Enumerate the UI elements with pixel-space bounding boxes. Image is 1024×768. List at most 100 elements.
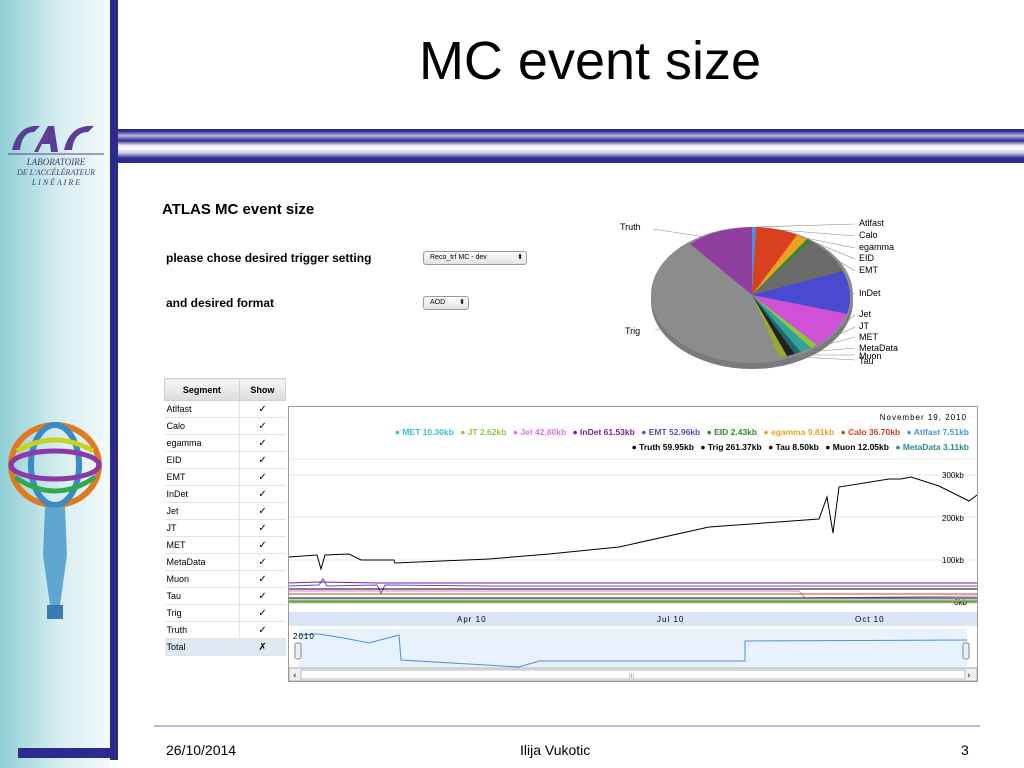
segment-name: InDet xyxy=(164,485,240,503)
legend-item[interactable]: ● Tau 8.50kb xyxy=(768,442,819,452)
legend-item[interactable]: ● egamma 9.81kb xyxy=(763,427,835,437)
select-arrows-icon: ⬍ xyxy=(517,254,523,261)
footer-page-number: 3 xyxy=(961,742,969,758)
range-year-label: 2010 xyxy=(293,632,315,641)
scrollbar-thumb[interactable] xyxy=(300,669,966,680)
legend-item[interactable]: ● InDet 61.53kb xyxy=(572,427,635,437)
pie-label-trig: Trig xyxy=(625,326,641,336)
y-tick-label: 100kb xyxy=(942,556,964,565)
table-row[interactable]: MET ✓ xyxy=(164,536,286,554)
pie-label-egamma: egamma xyxy=(859,242,895,252)
table-row[interactable]: Tau ✓ xyxy=(164,587,286,605)
chart-date: November 19, 2010 xyxy=(879,413,967,422)
atlas-logo xyxy=(8,422,102,619)
legend-item[interactable]: ● EMT 52.96kb xyxy=(641,427,701,437)
table-row[interactable]: EMT ✓ xyxy=(164,468,286,486)
trigger-label: please chose desired trigger setting xyxy=(166,251,372,265)
scroll-left-icon[interactable]: ‹ xyxy=(293,671,297,681)
segment-name: MetaData xyxy=(164,553,240,571)
legend-text: Muon 12.05kb xyxy=(832,442,889,452)
table-row[interactable]: JT ✓ xyxy=(164,519,286,537)
scroll-right-icon[interactable]: › xyxy=(967,671,971,681)
legend-item[interactable]: ● JT 2.62kb xyxy=(460,427,507,437)
range-handle-left[interactable] xyxy=(294,642,302,660)
show-toggle[interactable]: ✓ xyxy=(238,400,286,418)
table-row[interactable]: Muon ✓ xyxy=(164,570,286,588)
table-row[interactable]: Calo ✓ xyxy=(164,417,286,435)
timeline-plot: 300kb 200kb 100kb 0kb Apr 10 Jul 10 Oct … xyxy=(289,458,977,681)
pie-label-muon: Muon xyxy=(859,351,882,361)
show-toggle[interactable]: ✓ xyxy=(238,417,286,435)
pie-label-atlfast: Atlfast xyxy=(859,218,885,228)
format-select-value: AOD xyxy=(430,299,446,306)
show-toggle[interactable]: ✓ xyxy=(238,604,286,622)
table-row[interactable]: Trig ✓ xyxy=(164,604,286,622)
segment-name: Trig xyxy=(164,604,240,622)
sidebar-panel xyxy=(0,0,110,768)
table-row[interactable]: Truth ✓ xyxy=(164,621,286,639)
trigger-select[interactable]: Reco_trf MC - dev ⬍ xyxy=(423,251,527,265)
legend-item[interactable]: ● EID 2.43kb xyxy=(706,427,758,437)
footer-author: Ilija Vukotic xyxy=(520,742,591,758)
legend-text: MetaData 3.11kb xyxy=(902,442,969,452)
series-trig-line xyxy=(289,476,977,571)
legend-item[interactable]: ● Trig 261.37kb xyxy=(700,442,762,452)
segment-name: Total xyxy=(164,638,240,656)
table-row[interactable]: InDet ✓ xyxy=(164,485,286,503)
segment-name: EID xyxy=(164,451,240,469)
logo-text-line1: LABORATOIRE xyxy=(26,157,86,167)
legend-item[interactable]: ● Jet 42.80kb xyxy=(512,427,567,437)
show-toggle[interactable]: ✓ xyxy=(238,434,286,452)
pie-slice-metadata xyxy=(752,295,801,354)
show-toggle[interactable]: ✗ xyxy=(238,638,286,656)
show-toggle[interactable]: ✓ xyxy=(238,468,286,486)
select-arrows-icon: ⬍ xyxy=(459,299,465,306)
series-indet-line xyxy=(289,581,977,584)
footer-date: 26/10/2014 xyxy=(166,742,237,758)
table-row[interactable]: Jet ✓ xyxy=(164,502,286,520)
format-select[interactable]: AOD ⬍ xyxy=(423,296,469,310)
legend-row-1: ● MET 10.30kb ● JT 2.62kb ● Jet 42.80kb … xyxy=(391,427,969,437)
range-handle-right[interactable] xyxy=(962,642,970,660)
show-toggle[interactable]: ✓ xyxy=(238,451,286,469)
table-row[interactable]: MetaData ✓ xyxy=(164,553,286,571)
pie-slice-met xyxy=(752,295,811,352)
segment-column-header[interactable]: Segment xyxy=(164,378,240,401)
table-row[interactable]: Atlfast ✓ xyxy=(164,400,286,418)
legend-item[interactable]: ● Atlfast 7.51kb xyxy=(906,427,969,437)
segment-table: Segment Show Atlfast ✓ Calo ✓ egamma ✓ EID ✓… xyxy=(164,378,287,656)
show-column-header[interactable]: Show xyxy=(238,378,287,401)
show-toggle[interactable]: ✓ xyxy=(238,621,286,639)
scrollbar-grip: III xyxy=(629,674,634,680)
timeline-chart: November 19, 2010 ● MET 10.30kb ● JT 2.6… xyxy=(288,406,978,682)
show-toggle[interactable]: ✓ xyxy=(238,536,286,554)
show-toggle[interactable]: ✓ xyxy=(238,502,286,520)
legend-item[interactable]: ● MET 10.30kb xyxy=(394,427,454,437)
show-toggle[interactable]: ✓ xyxy=(238,553,286,571)
show-toggle[interactable]: ✓ xyxy=(238,519,286,537)
show-toggle[interactable]: ✓ xyxy=(238,587,286,605)
legend-text: JT 2.62kb xyxy=(467,427,507,437)
show-toggle[interactable]: ✓ xyxy=(238,485,286,503)
pie-slice-jt xyxy=(752,295,817,348)
pie-slice-muon xyxy=(752,295,795,356)
legend-item[interactable]: ● Muon 12.05kb xyxy=(825,442,889,452)
pie-label-truth: Truth xyxy=(620,222,641,232)
legend-item[interactable]: ● Calo 36.70kb xyxy=(840,427,901,437)
table-row-total[interactable]: Total ✗ xyxy=(164,638,286,656)
table-row[interactable]: egamma ✓ xyxy=(164,434,286,452)
legend-item[interactable]: ● Truth 59.95kb xyxy=(631,442,694,452)
show-toggle[interactable]: ✓ xyxy=(238,570,286,588)
y-tick-label: 300kb xyxy=(942,471,964,480)
legend-text: Trig 261.37kb xyxy=(707,442,762,452)
pie-label-indet: InDet xyxy=(859,288,881,298)
logo-text-line2: DE L'ACCÉLÉRATEUR xyxy=(16,167,95,177)
sidebar-border xyxy=(110,0,118,760)
lal-logo: LABORATOIRE DE L'ACCÉLÉRATEUR L I N É A … xyxy=(8,125,104,187)
title-divider-bar xyxy=(118,129,1024,163)
table-row[interactable]: EID ✓ xyxy=(164,451,286,469)
segment-name: Jet xyxy=(164,502,240,520)
x-axis-band xyxy=(289,612,977,626)
pie-slice-calo xyxy=(752,227,797,295)
legend-item[interactable]: ● MetaData 3.11kb xyxy=(895,442,969,452)
